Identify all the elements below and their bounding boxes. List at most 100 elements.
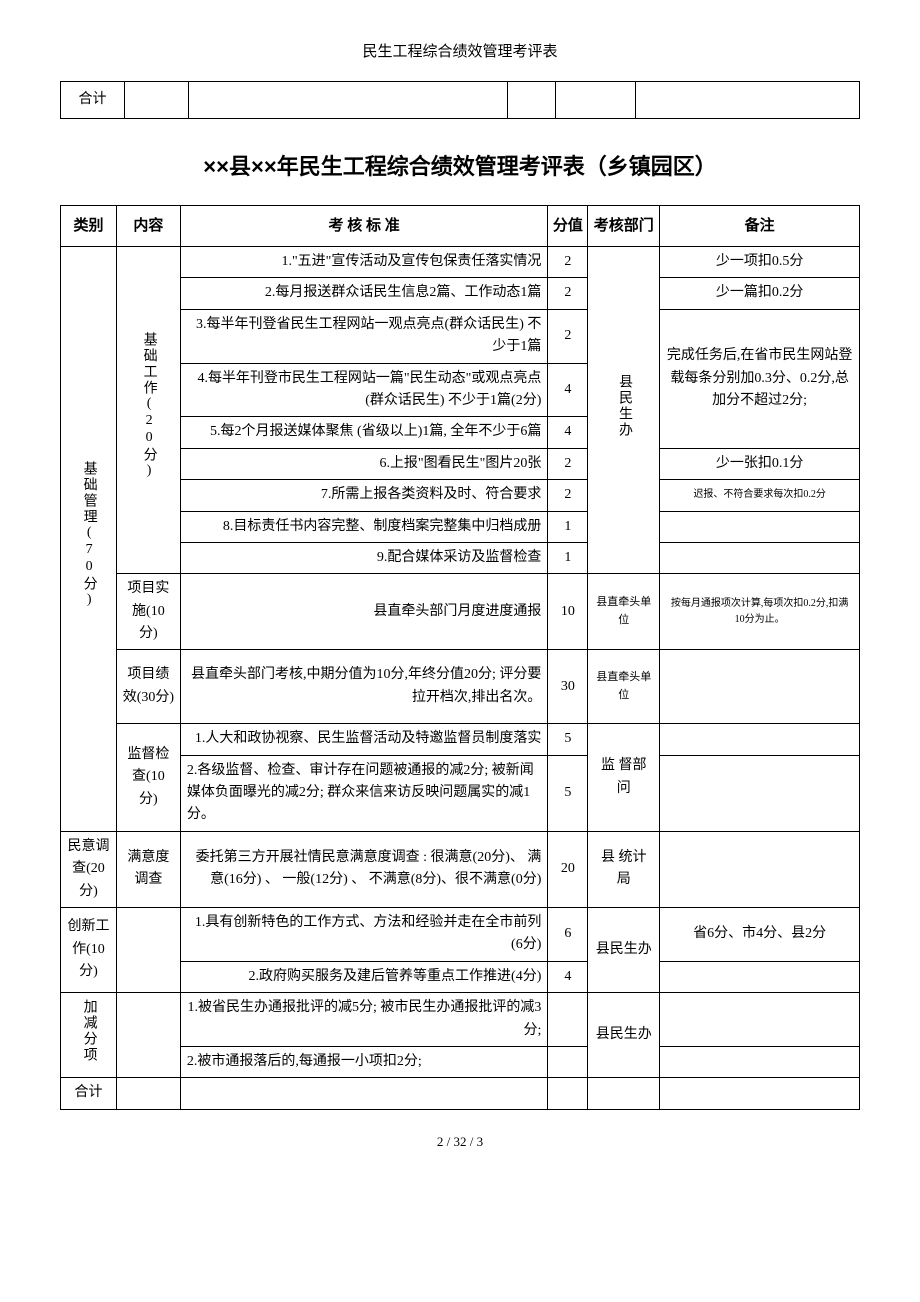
table-row: 8.目标责任书内容完整、制度档案完整集中归档成册 1 — [61, 511, 860, 542]
score-cell: 20 — [548, 831, 588, 907]
dept-cell: 县 统计 局 — [588, 831, 660, 907]
score-cell: 2 — [548, 247, 588, 278]
score-cell: 2 — [548, 448, 588, 479]
table-row: 民意调查(20分) 满意度调查 委托第三方开展社情民意满意度调查 : 很满意(2… — [61, 831, 860, 907]
std-cell: 1.人大和政协视察、民生监督活动及特邀监督员制度落实 — [180, 724, 548, 755]
std-cell: 县直牵头部门月度进度通报 — [180, 574, 548, 650]
sub-supervision: 监督检查(10分) — [116, 724, 180, 832]
std-cell: 1."五进"宣传活动及宣传包保责任落实情况 — [180, 247, 548, 278]
std-cell: 8.目标责任书内容完整、制度档案完整集中归档成册 — [180, 511, 548, 542]
summary-strip: 合计 — [60, 81, 860, 119]
cat-survey: 民意调查(20分) — [61, 831, 117, 907]
remark-cell: 迟报、不符合要求每次扣0.2分 — [660, 480, 860, 511]
sub-basic-work: 基础工作(20分) — [116, 247, 180, 574]
dept-cell: 监 督部 问 — [588, 724, 660, 832]
col-score: 分值 — [548, 206, 588, 247]
std-cell: 1.被省民生办通报批评的减5分; 被市民生办通报批评的减3分; — [180, 993, 548, 1047]
std-cell: 4.每半年刊登市民生工程网站一篇"民生动态"或观点亮点(群众话民生) 不少于1篇… — [180, 363, 548, 417]
score-cell: 2 — [548, 480, 588, 511]
std-cell: 2.每月报送群众话民生信息2篇、工作动态1篇 — [180, 278, 548, 309]
remark-cell — [660, 724, 860, 755]
col-content: 内容 — [116, 206, 180, 247]
table-row: 2.被市通报落后的,每通报一小项扣2分; — [61, 1046, 860, 1077]
table-row: 3.每半年刊登省民生工程网站一观点亮点(群众话民生) 不少于1篇 2 完成任务后… — [61, 309, 860, 363]
std-cell: 2.政府购买服务及建后管养等重点工作推进(4分) — [180, 961, 548, 992]
total-cell — [588, 1078, 660, 1109]
col-dept: 考核部门 — [588, 206, 660, 247]
total-row: 合计 — [61, 1078, 860, 1109]
remark-cell — [660, 961, 860, 992]
strip-row: 合计 — [61, 82, 860, 119]
table-row: 9.配合媒体采访及监督检查 1 — [61, 542, 860, 573]
score-cell: 2 — [548, 278, 588, 309]
table-row: 6.上报"图看民生"图片20张 2 少一张扣0.1分 — [61, 448, 860, 479]
std-cell: 6.上报"图看民生"图片20张 — [180, 448, 548, 479]
total-cell — [116, 1078, 180, 1109]
score-cell: 10 — [548, 574, 588, 650]
cat-innovation: 创新工作(10分) — [61, 907, 117, 992]
sub-satisfaction: 满意度调查 — [116, 831, 180, 907]
total-cell — [660, 1078, 860, 1109]
strip-cell — [124, 82, 188, 119]
score-cell: 4 — [548, 961, 588, 992]
remark-cell — [660, 831, 860, 907]
strip-cell — [508, 82, 556, 119]
strip-label: 合计 — [61, 82, 125, 119]
document-title: ××县××年民生工程综合绩效管理考评表（乡镇园区） — [60, 149, 860, 181]
std-cell: 2.被市通报落后的,每通报一小项扣2分; — [180, 1046, 548, 1077]
std-cell: 1.具有创新特色的工作方式、方法和经验并走在全市前列(6分) — [180, 907, 548, 961]
table-header-row: 类别 内容 考 核 标 准 分值 考核部门 备注 — [61, 206, 860, 247]
dept-cell: 县直牵头单位 — [588, 650, 660, 724]
sub-empty — [116, 993, 180, 1078]
table-row: 2.政府购买服务及建后管养等重点工作推进(4分) 4 — [61, 961, 860, 992]
score-cell — [548, 993, 588, 1047]
table-row: 2.各级监督、检查、审计存在问题被通报的减2分; 被新闻媒体负面曝光的减2分; … — [61, 755, 860, 831]
remark-cell — [660, 511, 860, 542]
cat-bonus-deduct: 加减分项 — [61, 993, 117, 1078]
score-cell: 2 — [548, 309, 588, 363]
score-cell: 4 — [548, 417, 588, 448]
dept-cell: 县民生办 — [588, 907, 660, 992]
table-row: 7.所需上报各类资料及时、符合要求 2 迟报、不符合要求每次扣0.2分 — [61, 480, 860, 511]
std-cell: 3.每半年刊登省民生工程网站一观点亮点(群众话民生) 不少于1篇 — [180, 309, 548, 363]
score-cell: 1 — [548, 511, 588, 542]
strip-cell — [188, 82, 508, 119]
remark-cell: 少一项扣0.5分 — [660, 247, 860, 278]
total-cell — [180, 1078, 548, 1109]
strip-cell — [556, 82, 636, 119]
remark-merged: 完成任务后,在省市民生网站登载每条分别加0.3分、0.2分,总加分不超过2分; — [660, 309, 860, 448]
remark-cell — [660, 650, 860, 724]
sub-proj-perf: 项目绩效(30分) — [116, 650, 180, 724]
std-cell: 9.配合媒体采访及监督检查 — [180, 542, 548, 573]
table-row: 基础管理(70分) 基础工作(20分) 1."五进"宣传活动及宣传包保责任落实情… — [61, 247, 860, 278]
dept-cell: 县直牵头单位 — [588, 574, 660, 650]
total-label: 合计 — [61, 1078, 117, 1109]
sub-proj-impl: 项目实施(10分) — [116, 574, 180, 650]
table-row: 项目实施(10分) 县直牵头部门月度进度通报 10 县直牵头单位 按每月通报项次… — [61, 574, 860, 650]
table-row: 监督检查(10分) 1.人大和政协视察、民生监督活动及特邀监督员制度落实 5 监… — [61, 724, 860, 755]
evaluation-table: 类别 内容 考 核 标 准 分值 考核部门 备注 基础管理(70分) 基础工作(… — [60, 205, 860, 1110]
remark-cell: 省6分、市4分、县2分 — [660, 907, 860, 961]
dept-cell: 县民生办 — [588, 247, 660, 574]
score-cell: 1 — [548, 542, 588, 573]
sub-empty — [116, 907, 180, 992]
std-cell: 7.所需上报各类资料及时、符合要求 — [180, 480, 548, 511]
score-cell: 6 — [548, 907, 588, 961]
score-cell — [548, 1046, 588, 1077]
col-category: 类别 — [61, 206, 117, 247]
dept-cell: 县民生办 — [588, 993, 660, 1078]
remark-cell: 少一篇扣0.2分 — [660, 278, 860, 309]
remark-cell — [660, 993, 860, 1047]
score-cell: 5 — [548, 755, 588, 831]
score-cell: 5 — [548, 724, 588, 755]
std-cell: 委托第三方开展社情民意满意度调查 : 很满意(20分)、 满意(16分) 、 一… — [180, 831, 548, 907]
remark-cell: 少一张扣0.1分 — [660, 448, 860, 479]
remark-cell: 按每月通报项次计算,每项次扣0.2分,扣满10分为止。 — [660, 574, 860, 650]
total-cell — [548, 1078, 588, 1109]
page-number: 2 / 32 / 3 — [60, 1134, 860, 1150]
remark-cell — [660, 755, 860, 831]
remark-cell — [660, 542, 860, 573]
cat-basic-mgmt: 基础管理(70分) — [61, 247, 117, 832]
score-cell: 30 — [548, 650, 588, 724]
page-header: 民生工程综合绩效管理考评表 — [60, 40, 860, 61]
